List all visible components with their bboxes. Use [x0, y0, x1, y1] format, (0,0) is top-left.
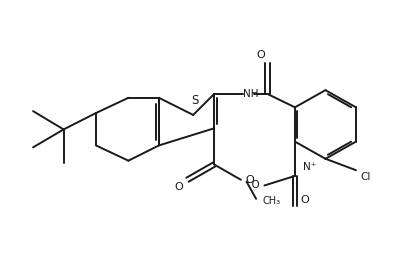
- Text: CH₃: CH₃: [263, 196, 281, 206]
- Text: S: S: [191, 94, 199, 107]
- Text: O: O: [256, 50, 265, 60]
- Text: N⁺: N⁺: [303, 162, 316, 172]
- Text: O: O: [245, 175, 254, 185]
- Text: Cl: Cl: [361, 172, 371, 182]
- Text: ⁻O: ⁻O: [246, 180, 260, 191]
- Text: O: O: [301, 195, 309, 204]
- Text: NH: NH: [243, 89, 258, 99]
- Text: O: O: [174, 182, 183, 192]
